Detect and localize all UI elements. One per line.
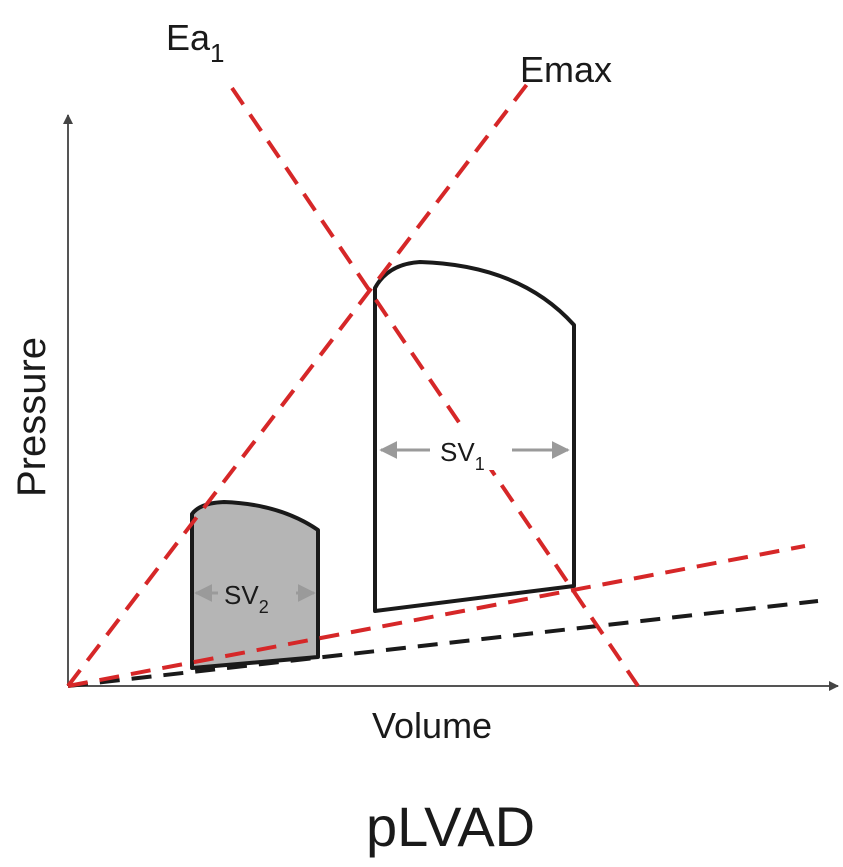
x-axis-label: Volume (372, 705, 492, 746)
ea1-label: Ea1 (166, 17, 225, 68)
sv2-label-bg (218, 573, 296, 613)
emax-label: Emax (520, 49, 612, 90)
y-axis-label: Pressure (10, 337, 54, 497)
sv1-label-bg (430, 430, 512, 470)
edpvr-red-line (67, 544, 806, 688)
ea1-line (230, 86, 640, 688)
edpvr-black-line (67, 599, 819, 688)
diagram-title: pLVAD (366, 795, 535, 858)
sv2-label: SV2 (224, 580, 269, 617)
sv1-label: SV1 (440, 437, 485, 474)
